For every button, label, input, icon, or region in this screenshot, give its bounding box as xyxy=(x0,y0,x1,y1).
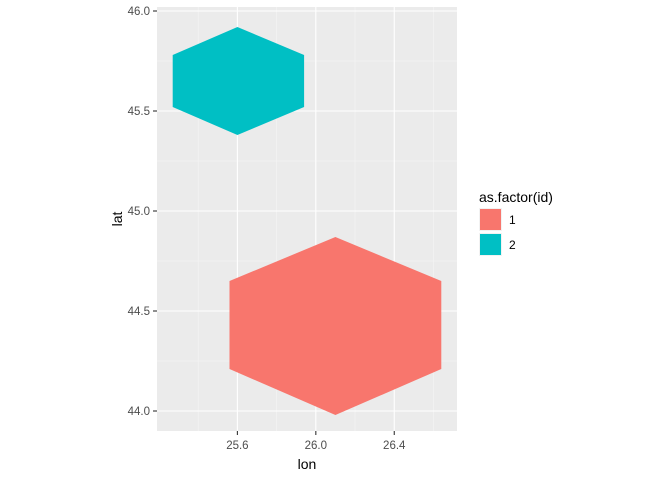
legend-label-1: 1 xyxy=(509,213,516,227)
legend: as.factor(id) 12 xyxy=(479,189,553,256)
y-axis-title: lat xyxy=(109,212,125,227)
y-axis: 44.0 44.5 45.0 45.5 46.0 xyxy=(128,6,157,418)
y-tick-label: 45.5 xyxy=(128,106,150,118)
polygons xyxy=(172,27,442,415)
x-tick-label: 25.6 xyxy=(226,440,248,452)
x-tick-label: 26.4 xyxy=(383,440,406,452)
polygon-id-2 xyxy=(172,27,305,135)
y-tick-label: 46.0 xyxy=(128,6,150,18)
legend-swatch-2 xyxy=(480,234,501,255)
x-axis: 25.6 26.0 26.4 xyxy=(226,431,406,452)
legend-swatch-1 xyxy=(480,209,501,230)
polygon-id-1 xyxy=(229,237,442,415)
y-tick-label: 44.5 xyxy=(128,306,150,318)
y-tick-label: 44.0 xyxy=(128,406,150,418)
x-tick-label: 26.0 xyxy=(305,440,327,452)
y-tick-label: 45.0 xyxy=(128,206,150,218)
legend-items: 12 xyxy=(479,208,516,256)
legend-title: as.factor(id) xyxy=(479,189,553,205)
legend-label-2: 2 xyxy=(509,238,516,252)
x-axis-title: lon xyxy=(298,456,317,472)
